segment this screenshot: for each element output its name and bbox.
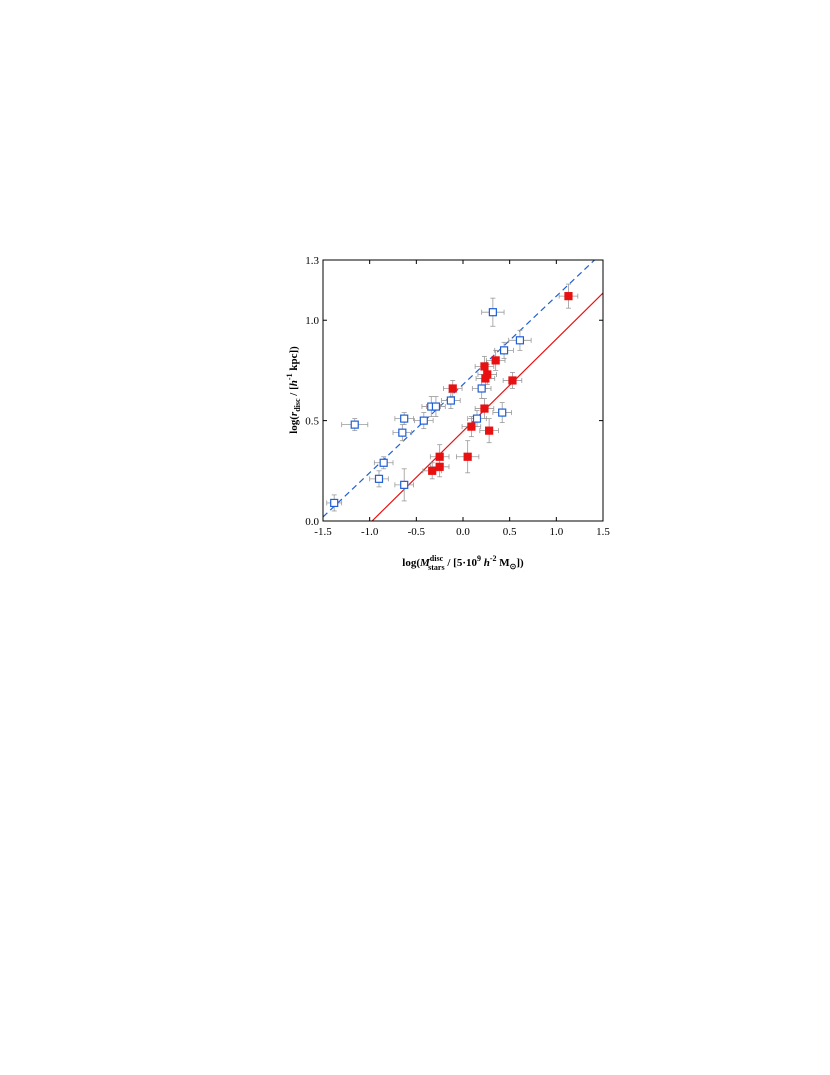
data-point xyxy=(485,426,494,435)
data-point xyxy=(398,428,407,437)
y-tick-label: 0.0 xyxy=(305,516,319,528)
x-tick-label: 1.5 xyxy=(596,526,610,538)
data-point xyxy=(498,408,507,417)
data-point xyxy=(477,384,486,393)
data-point xyxy=(379,458,388,467)
x-axis-label: log(Mdisc stars / [5·109 h-2 M⊙]) xyxy=(402,554,524,572)
data-point xyxy=(481,374,490,383)
data-point xyxy=(446,396,455,405)
plot-area xyxy=(323,260,603,521)
data-point xyxy=(435,452,444,461)
x-tick-label: 0.5 xyxy=(503,526,517,538)
data-point xyxy=(515,336,525,345)
fit-line xyxy=(371,292,603,521)
x-tick-label: -0.5 xyxy=(408,526,426,538)
data-point xyxy=(508,376,517,385)
data-point xyxy=(499,346,509,355)
x-tick-label: -1.5 xyxy=(314,526,332,538)
data-point xyxy=(400,480,409,489)
data-point xyxy=(467,422,476,431)
data-point xyxy=(463,452,472,461)
x-tick-label: -1.0 xyxy=(361,526,379,538)
y-axis-label: log(rdisc / [h-1 kpc]) xyxy=(285,346,302,434)
data-point xyxy=(431,402,441,411)
data-point xyxy=(374,474,384,483)
data-point xyxy=(400,414,409,423)
fit-line xyxy=(323,260,596,518)
data-point xyxy=(564,292,573,301)
x-tick-label: 1.0 xyxy=(549,526,563,538)
data-point xyxy=(488,308,497,317)
y-tick-label: 1.3 xyxy=(305,255,319,267)
data-point xyxy=(472,414,482,423)
data-point xyxy=(480,362,489,371)
y-tick-label: 1.0 xyxy=(305,315,319,327)
data-point xyxy=(448,384,457,393)
plot-frame xyxy=(322,259,604,522)
y-tick-label: 0.5 xyxy=(305,416,319,428)
data-point xyxy=(419,416,428,425)
data-point xyxy=(491,356,500,365)
x-tick-label: 0.0 xyxy=(456,526,470,538)
data-point xyxy=(435,462,444,471)
data-point xyxy=(480,404,489,413)
data-point xyxy=(428,466,437,475)
data-point xyxy=(330,498,339,508)
data-point xyxy=(350,420,359,429)
